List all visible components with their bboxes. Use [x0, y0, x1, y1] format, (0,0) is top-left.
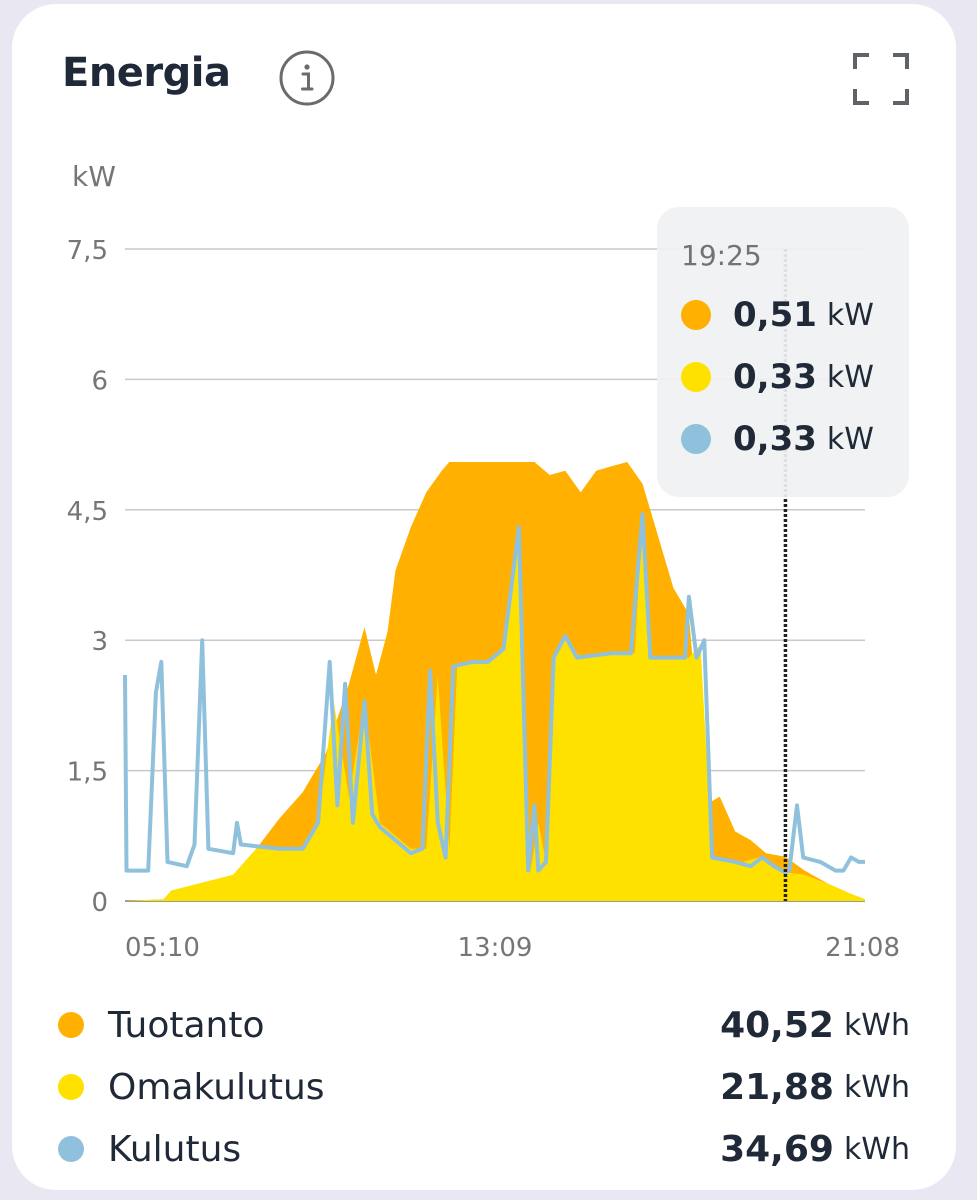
y-tick-label: 4,5 — [67, 497, 108, 527]
kulutus-line — [123, 512, 865, 875]
energy-chart: kW 0 1,5 3 4,5 6 7,5 05:10 13:09 21:08 — [67, 160, 900, 963]
tooltip-unit: kW — [826, 297, 874, 333]
omakulutus-legend-dot — [58, 1074, 84, 1100]
legend-label: Tuotanto — [108, 1004, 265, 1046]
legend-value: 21,88 — [720, 1066, 834, 1108]
tooltip-value: 0,51 — [733, 295, 817, 335]
area-series — [125, 462, 865, 901]
legend-label: Kulutus — [108, 1128, 242, 1170]
legend-unit: kWh — [843, 1007, 910, 1043]
fullscreen-icon[interactable] — [852, 52, 910, 106]
hover-tooltip: 19:25 0,51 kW 0,33 kW 0,33 kW — [657, 207, 909, 497]
legend-unit: kWh — [843, 1131, 910, 1167]
legend-value: 40,52 — [720, 1004, 834, 1046]
kulutus-dot — [681, 424, 711, 454]
y-axis-unit-label: kW — [72, 160, 116, 193]
y-tick-label: 3 — [91, 627, 108, 657]
y-tick-label: 7,5 — [67, 236, 108, 266]
tuotanto-dot — [681, 300, 711, 330]
x-ticks: 05:10 13:09 21:08 — [125, 933, 900, 963]
legend-label: Omakulutus — [108, 1066, 325, 1108]
tooltip-value: 0,33 — [733, 419, 817, 459]
legend-row-tuotanto[interactable]: Tuotanto 40,52 kWh — [58, 1000, 910, 1050]
x-tick-label: 13:09 — [458, 933, 533, 963]
legend-value: 34,69 — [720, 1128, 834, 1170]
tooltip-unit: kW — [826, 421, 874, 457]
card-title: Energia — [62, 50, 231, 96]
tooltip-unit: kW — [826, 359, 874, 395]
legend-row-kulutus[interactable]: Kulutus 34,69 kWh — [58, 1124, 910, 1174]
tooltip-time: 19:25 — [681, 239, 762, 272]
y-tick-label: 6 — [91, 366, 108, 396]
legend-unit: kWh — [843, 1069, 910, 1105]
tooltip-value: 0,33 — [733, 357, 817, 397]
kulutus-legend-dot — [58, 1136, 84, 1162]
tooltip-row-tuotanto: 0,51 kW — [681, 295, 874, 335]
x-tick-label: 21:08 — [825, 933, 900, 963]
x-tick-label: 05:10 — [125, 933, 200, 963]
y-tick-label: 0 — [91, 888, 108, 918]
tooltip-row-kulutus: 0,33 kW — [681, 419, 874, 459]
tuotanto-legend-dot — [58, 1012, 84, 1038]
y-tick-label: 1,5 — [67, 758, 108, 788]
legend-row-omakulutus[interactable]: Omakulutus 21,88 kWh — [58, 1062, 910, 1112]
omakulutus-area — [125, 514, 865, 901]
info-icon[interactable] — [279, 50, 335, 106]
line-series — [123, 512, 865, 875]
tooltip-row-omakulutus: 0,33 kW — [681, 357, 874, 397]
omakulutus-dot — [681, 362, 711, 392]
